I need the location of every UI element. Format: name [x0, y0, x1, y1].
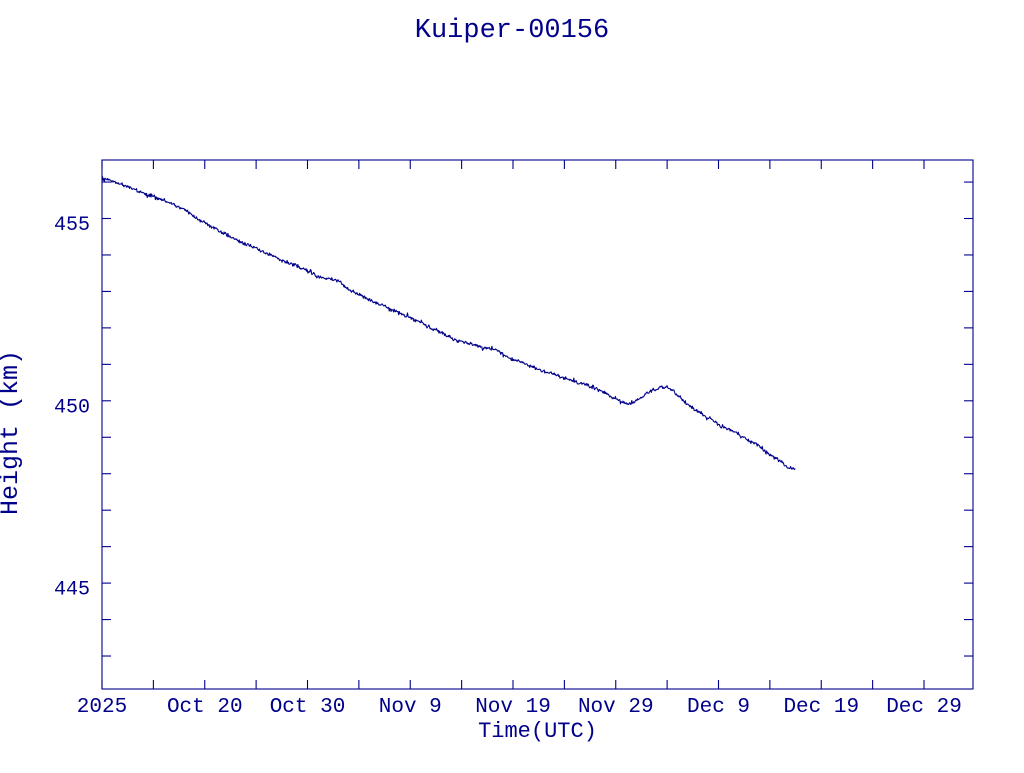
svg-text:2025: 2025 — [77, 696, 127, 719]
svg-text:Dec 29: Dec 29 — [886, 696, 962, 719]
svg-text:455: 455 — [54, 214, 90, 237]
svg-text:Dec 19: Dec 19 — [783, 696, 859, 719]
svg-text:445: 445 — [54, 579, 90, 602]
svg-text:Height (km): Height (km) — [0, 350, 25, 515]
svg-text:Nov 19: Nov 19 — [475, 696, 551, 719]
svg-text:Oct 30: Oct 30 — [270, 696, 346, 719]
svg-text:450: 450 — [54, 396, 90, 419]
svg-text:Kuiper-00156: Kuiper-00156 — [415, 16, 609, 46]
svg-text:Dec 9: Dec 9 — [687, 696, 750, 719]
svg-text:Nov 9: Nov 9 — [379, 696, 442, 719]
svg-text:Oct 20: Oct 20 — [167, 696, 243, 719]
svg-text:Time(UTC): Time(UTC) — [478, 719, 597, 744]
svg-text:Nov 29: Nov 29 — [578, 696, 654, 719]
